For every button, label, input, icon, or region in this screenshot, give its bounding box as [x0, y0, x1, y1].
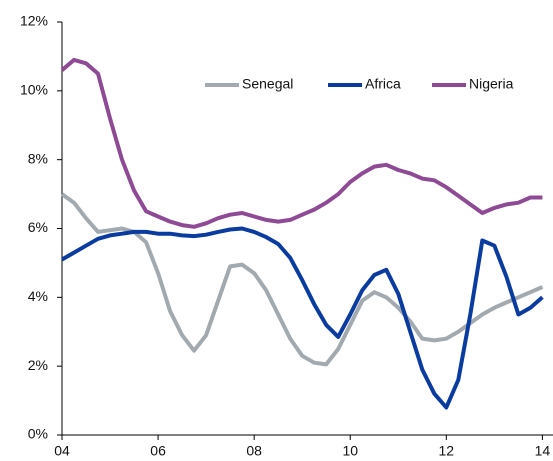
legend-label: Nigeria: [469, 76, 514, 92]
legend-label: Senegal: [242, 76, 293, 92]
x-tick-label: 12: [439, 443, 455, 459]
series-line: [61, 226, 544, 410]
y-tick-label: 0%: [28, 426, 48, 442]
x-tick-label: 08: [246, 443, 262, 459]
y-tick-label: 8%: [28, 150, 48, 166]
legend-label: Africa: [365, 76, 401, 92]
series-line: [60, 192, 544, 367]
y-tick-label: 10%: [20, 82, 48, 98]
series-line: [60, 57, 543, 229]
x-tick-label: 10: [342, 443, 358, 459]
x-tick-label: 14: [535, 443, 551, 459]
y-tick-label: 6%: [28, 219, 48, 235]
y-tick-label: 2%: [28, 357, 48, 373]
x-tick-label: 06: [150, 443, 166, 459]
x-tick-label: 04: [54, 443, 70, 459]
y-tick-label: 4%: [28, 288, 48, 304]
y-tick-label: 12%: [20, 13, 48, 29]
